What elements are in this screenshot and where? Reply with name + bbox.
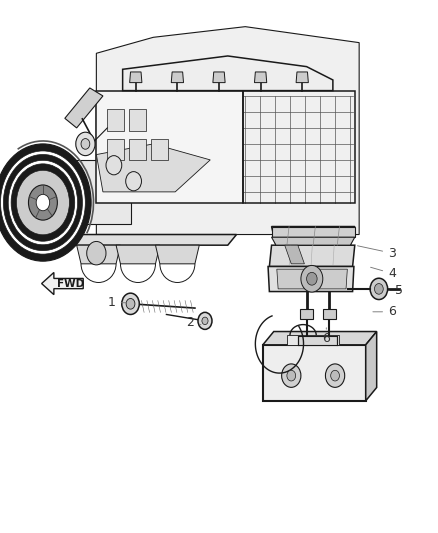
Circle shape (126, 172, 141, 191)
Circle shape (122, 293, 139, 314)
Polygon shape (300, 309, 313, 319)
Circle shape (331, 370, 339, 381)
Polygon shape (129, 139, 146, 160)
Circle shape (0, 151, 85, 254)
Polygon shape (272, 227, 355, 245)
Polygon shape (366, 332, 377, 401)
Circle shape (307, 272, 317, 285)
Polygon shape (96, 91, 243, 203)
Circle shape (370, 278, 388, 300)
Text: 3: 3 (357, 246, 396, 260)
Circle shape (81, 139, 90, 149)
Polygon shape (65, 88, 103, 128)
Polygon shape (277, 269, 347, 289)
Polygon shape (298, 336, 337, 345)
Polygon shape (151, 139, 168, 160)
Circle shape (76, 132, 95, 156)
Circle shape (282, 364, 301, 387)
Polygon shape (287, 335, 339, 345)
Polygon shape (96, 27, 359, 235)
Polygon shape (107, 139, 124, 160)
Text: 2: 2 (187, 317, 201, 329)
Polygon shape (96, 144, 210, 192)
Circle shape (36, 195, 49, 211)
Circle shape (87, 241, 106, 265)
Text: 6: 6 (373, 305, 396, 318)
Polygon shape (263, 345, 366, 401)
Circle shape (8, 160, 78, 245)
Text: 6: 6 (322, 328, 330, 345)
Polygon shape (123, 56, 333, 91)
Polygon shape (296, 72, 308, 83)
Circle shape (287, 370, 296, 381)
Circle shape (374, 284, 383, 294)
Polygon shape (44, 160, 131, 224)
Circle shape (28, 185, 57, 220)
Polygon shape (285, 245, 304, 264)
Polygon shape (116, 245, 160, 264)
Circle shape (0, 144, 91, 261)
Polygon shape (171, 72, 184, 83)
Polygon shape (130, 72, 142, 83)
Text: 5: 5 (389, 284, 403, 297)
Polygon shape (213, 72, 225, 83)
Polygon shape (155, 245, 199, 264)
Polygon shape (263, 332, 377, 345)
Circle shape (202, 317, 208, 325)
Polygon shape (323, 309, 336, 319)
Circle shape (325, 364, 345, 387)
Polygon shape (66, 235, 237, 245)
Circle shape (4, 155, 82, 251)
Polygon shape (107, 109, 124, 131)
Circle shape (16, 171, 69, 235)
Circle shape (106, 156, 122, 175)
Polygon shape (269, 245, 355, 266)
Circle shape (126, 298, 135, 309)
Polygon shape (42, 272, 83, 295)
Polygon shape (272, 237, 355, 245)
Polygon shape (268, 266, 354, 292)
Polygon shape (77, 245, 120, 264)
Circle shape (11, 164, 75, 241)
Circle shape (301, 265, 323, 292)
Polygon shape (272, 227, 355, 237)
Polygon shape (254, 72, 267, 83)
Polygon shape (129, 109, 146, 131)
Circle shape (198, 312, 212, 329)
Text: FWD: FWD (57, 279, 84, 288)
Text: 4: 4 (371, 267, 396, 280)
Text: 1: 1 (108, 296, 127, 309)
